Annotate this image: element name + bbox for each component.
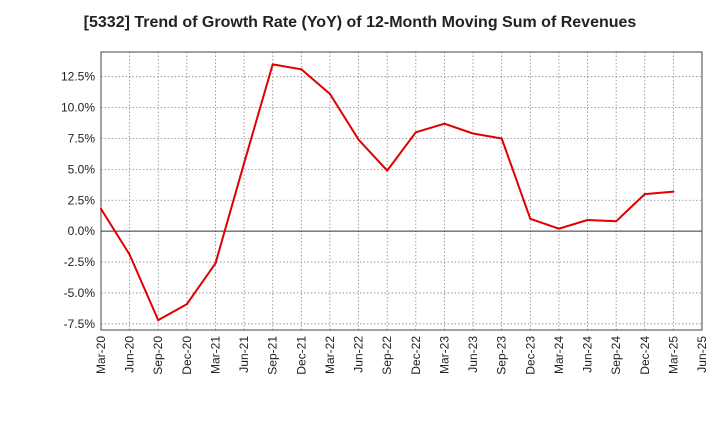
x-tick-label: Dec-24 [638, 336, 652, 375]
x-tick-label: Jun-22 [352, 336, 366, 373]
x-tick-label: Jun-23 [466, 336, 480, 373]
x-tick-label: Jun-20 [123, 336, 137, 373]
x-tick-label: Dec-20 [180, 336, 194, 375]
x-tick-label: Mar-21 [208, 336, 222, 374]
y-tick-label: 0.0% [68, 224, 96, 238]
data-point [214, 262, 217, 265]
data-point [643, 193, 646, 196]
y-tick-label: 10.0% [61, 101, 95, 115]
x-tick-label: Jun-21 [237, 336, 251, 373]
data-point [157, 319, 160, 322]
data-point [357, 138, 360, 141]
y-tick-label: 5.0% [68, 162, 96, 176]
data-point [414, 131, 417, 134]
x-tick-label: Mar-24 [552, 336, 566, 374]
x-tick-label: Mar-22 [323, 336, 337, 374]
y-tick-label: -7.5% [64, 317, 96, 331]
data-point [557, 227, 560, 230]
data-point [185, 303, 188, 306]
x-tick-label: Sep-24 [609, 336, 623, 375]
x-tick-label: Sep-22 [380, 336, 394, 375]
x-tick-label: Mar-25 [666, 336, 680, 374]
data-point [128, 253, 131, 256]
data-point [586, 219, 589, 222]
data-point [300, 68, 303, 71]
data-point [243, 162, 246, 165]
plot-background [101, 52, 702, 330]
chart-title: [5332] Trend of Growth Rate (YoY) of 12-… [83, 14, 637, 31]
data-point [500, 137, 503, 140]
data-point [443, 122, 446, 125]
x-tick-label: Dec-21 [294, 336, 308, 375]
x-tick-label: Dec-22 [409, 336, 423, 375]
y-tick-label: -2.5% [64, 255, 96, 269]
plot-frame [100, 51, 703, 331]
data-point [615, 220, 618, 223]
x-tick-label: Mar-20 [94, 336, 108, 374]
label-layer: Mar-20 Jun-20 Sep-20 Dec-20 Mar-21 Jun-21 Sep-… [61, 70, 709, 375]
data-point [672, 190, 675, 193]
x-tick-label: Dec-23 [523, 336, 537, 375]
x-tick-label: Mar-23 [437, 336, 451, 374]
grid-layer [100, 52, 703, 330]
data-point [472, 132, 475, 135]
data-point [328, 93, 331, 96]
data-point [386, 169, 389, 172]
x-tick-label: Sep-23 [495, 336, 509, 375]
data-point [100, 207, 102, 210]
y-tick-label: 7.5% [68, 131, 96, 145]
x-tick-label: Jun-24 [581, 336, 595, 373]
y-tick-label: 2.5% [68, 193, 96, 207]
data-point [271, 63, 274, 66]
x-tick-label: Sep-20 [151, 336, 165, 375]
y-tick-label: 12.5% [61, 70, 95, 84]
series-layer [100, 63, 675, 322]
x-tick-label: Jun-25 [695, 336, 709, 373]
axis-layer [100, 51, 703, 331]
data-point [529, 217, 532, 220]
x-tick-label: Sep-21 [266, 336, 280, 375]
y-tick-label: -5.0% [64, 286, 96, 300]
